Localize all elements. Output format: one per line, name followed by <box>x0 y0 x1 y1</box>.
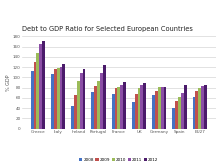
Bar <box>155 91 158 129</box>
Bar <box>193 97 196 129</box>
Bar <box>117 87 120 129</box>
Bar <box>31 71 34 129</box>
Bar <box>42 41 45 129</box>
Bar <box>103 65 106 129</box>
Bar <box>201 86 204 129</box>
Bar <box>62 64 65 129</box>
Bar <box>172 108 175 129</box>
Bar <box>198 88 201 129</box>
Bar <box>184 85 187 129</box>
Bar <box>57 68 60 129</box>
Bar <box>34 63 37 129</box>
Text: Debt to GDP Ratio for Selected European Countries: Debt to GDP Ratio for Selected European … <box>22 26 193 32</box>
Bar <box>123 82 126 129</box>
Bar <box>135 94 138 129</box>
Bar <box>80 73 82 129</box>
Bar <box>92 92 94 129</box>
Bar <box>163 87 166 129</box>
Bar <box>158 87 161 129</box>
Bar <box>54 69 57 129</box>
Bar <box>82 69 85 129</box>
Bar <box>112 94 115 129</box>
Bar <box>161 87 163 129</box>
Bar <box>196 91 198 129</box>
Bar <box>138 88 140 129</box>
Bar <box>178 97 181 129</box>
Bar <box>143 83 146 129</box>
Bar <box>132 102 135 129</box>
Bar <box>175 101 178 129</box>
Bar <box>77 81 80 129</box>
Bar <box>74 95 77 129</box>
Bar <box>140 85 143 129</box>
Bar <box>60 67 62 129</box>
Legend: 2008, 2009, 2010, 2011, 2012: 2008, 2009, 2010, 2011, 2012 <box>77 157 160 164</box>
Y-axis label: % GDP: % GDP <box>6 74 11 91</box>
Bar <box>39 44 42 129</box>
Bar <box>51 74 54 129</box>
Bar <box>94 86 97 129</box>
Bar <box>120 84 123 129</box>
Bar <box>97 81 100 129</box>
Bar <box>100 73 103 129</box>
Bar <box>37 53 39 129</box>
Bar <box>152 95 155 129</box>
Bar <box>204 84 207 129</box>
Bar <box>71 106 74 129</box>
Bar <box>115 88 117 129</box>
Bar <box>181 93 184 129</box>
